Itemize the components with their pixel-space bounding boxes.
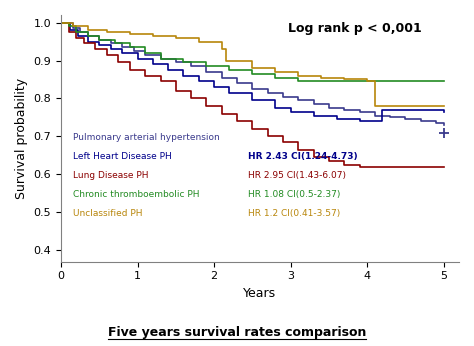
- Text: HR 2.95 CI(1.43-6.07): HR 2.95 CI(1.43-6.07): [248, 171, 346, 180]
- Text: Lung Disease PH: Lung Disease PH: [73, 171, 148, 180]
- Text: Unclassified PH: Unclassified PH: [73, 209, 143, 218]
- Text: Chronic thromboembolic PH: Chronic thromboembolic PH: [73, 190, 200, 199]
- Text: HR 2.43 CI(1.24-4.73): HR 2.43 CI(1.24-4.73): [248, 152, 358, 161]
- Text: HR 1.2 CI(0.41-3.57): HR 1.2 CI(0.41-3.57): [248, 209, 340, 218]
- X-axis label: Years: Years: [244, 287, 276, 300]
- Text: Pulmonary arterial hypertension: Pulmonary arterial hypertension: [73, 133, 220, 142]
- Text: Five years survival rates comparison: Five years survival rates comparison: [108, 326, 366, 339]
- Text: Left Heart Disease PH: Left Heart Disease PH: [73, 152, 172, 161]
- Text: HR 1.08 CI(0.5-2.37): HR 1.08 CI(0.5-2.37): [248, 190, 340, 199]
- Text: Log rank p < 0,001: Log rank p < 0,001: [288, 22, 421, 35]
- Y-axis label: Survival probability: Survival probability: [15, 78, 28, 199]
